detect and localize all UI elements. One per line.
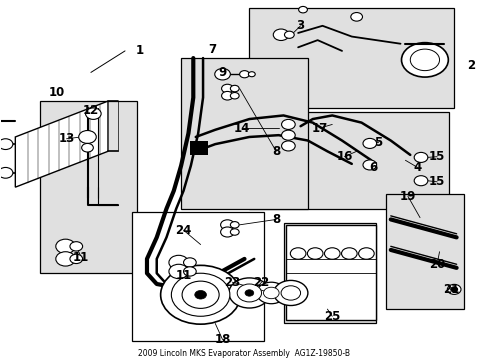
Text: 23: 23 <box>224 276 240 289</box>
Circle shape <box>256 282 285 304</box>
Text: 25: 25 <box>324 310 340 323</box>
Bar <box>249 112 448 209</box>
Circle shape <box>0 167 13 178</box>
Bar <box>132 212 264 341</box>
Circle shape <box>281 141 295 151</box>
Text: 2009 Lincoln MKS Evaporator Assembly  AG1Z-19850-B: 2009 Lincoln MKS Evaporator Assembly AG1… <box>138 348 350 357</box>
Text: 11: 11 <box>73 251 89 264</box>
Text: 24: 24 <box>175 224 191 237</box>
Circle shape <box>281 130 295 140</box>
Circle shape <box>413 152 427 162</box>
Text: 22: 22 <box>253 276 269 289</box>
Circle shape <box>56 239 75 253</box>
Circle shape <box>284 31 294 39</box>
Text: 15: 15 <box>428 175 445 188</box>
Circle shape <box>362 160 376 170</box>
Circle shape <box>182 281 219 309</box>
Circle shape <box>168 255 188 270</box>
Text: 18: 18 <box>214 333 230 346</box>
Text: 15: 15 <box>428 150 445 163</box>
Text: 17: 17 <box>311 122 327 135</box>
Circle shape <box>358 248 373 259</box>
Circle shape <box>70 242 82 251</box>
Circle shape <box>0 139 13 149</box>
Circle shape <box>160 265 240 324</box>
Text: 21: 21 <box>443 283 459 296</box>
Circle shape <box>230 229 239 235</box>
Circle shape <box>244 290 253 296</box>
Polygon shape <box>15 101 108 187</box>
Circle shape <box>79 131 96 143</box>
Bar <box>249 8 453 108</box>
Circle shape <box>239 71 249 78</box>
Circle shape <box>362 138 376 148</box>
Circle shape <box>221 91 233 100</box>
Circle shape <box>220 220 234 230</box>
Bar <box>181 58 307 209</box>
Circle shape <box>248 72 255 77</box>
Circle shape <box>273 280 307 306</box>
Circle shape <box>409 49 439 71</box>
Circle shape <box>220 227 234 237</box>
Circle shape <box>85 108 101 120</box>
Text: 5: 5 <box>374 136 382 149</box>
Text: 16: 16 <box>336 150 352 163</box>
Bar <box>283 223 375 323</box>
Text: 9: 9 <box>218 66 226 79</box>
Text: 20: 20 <box>428 258 444 271</box>
Text: 6: 6 <box>369 161 377 174</box>
Circle shape <box>290 248 305 259</box>
Bar <box>189 140 208 155</box>
Text: 13: 13 <box>58 132 75 145</box>
Text: 8: 8 <box>271 145 280 158</box>
Bar <box>385 194 463 309</box>
Circle shape <box>341 248 356 259</box>
Circle shape <box>230 85 239 92</box>
Circle shape <box>450 287 457 292</box>
Circle shape <box>56 252 75 266</box>
Circle shape <box>413 176 427 186</box>
Text: 3: 3 <box>296 19 304 32</box>
Circle shape <box>350 13 362 21</box>
Text: 14: 14 <box>233 122 250 135</box>
Text: 10: 10 <box>48 86 65 99</box>
Text: 8: 8 <box>271 213 280 226</box>
Text: 4: 4 <box>413 161 421 174</box>
Circle shape <box>194 291 206 299</box>
Bar <box>285 225 375 320</box>
Circle shape <box>171 273 229 316</box>
Text: 2: 2 <box>466 59 474 72</box>
Text: 12: 12 <box>82 104 99 117</box>
Circle shape <box>214 68 230 80</box>
Circle shape <box>298 6 307 13</box>
Bar <box>40 101 137 273</box>
Circle shape <box>183 258 196 267</box>
Circle shape <box>324 248 339 259</box>
Circle shape <box>263 287 279 299</box>
Circle shape <box>183 267 196 276</box>
Circle shape <box>401 42 447 77</box>
Circle shape <box>281 286 300 300</box>
Circle shape <box>168 264 188 279</box>
Circle shape <box>81 143 93 152</box>
Circle shape <box>237 284 261 302</box>
Text: 11: 11 <box>175 269 191 282</box>
Circle shape <box>307 248 323 259</box>
Circle shape <box>228 278 269 308</box>
Circle shape <box>230 222 239 228</box>
Circle shape <box>447 284 460 294</box>
Text: 7: 7 <box>208 42 216 55</box>
Circle shape <box>70 254 82 264</box>
Circle shape <box>281 120 295 130</box>
Circle shape <box>230 93 239 99</box>
Circle shape <box>221 84 233 93</box>
Text: 19: 19 <box>399 190 415 203</box>
Circle shape <box>273 29 288 41</box>
Text: 1: 1 <box>135 44 143 57</box>
